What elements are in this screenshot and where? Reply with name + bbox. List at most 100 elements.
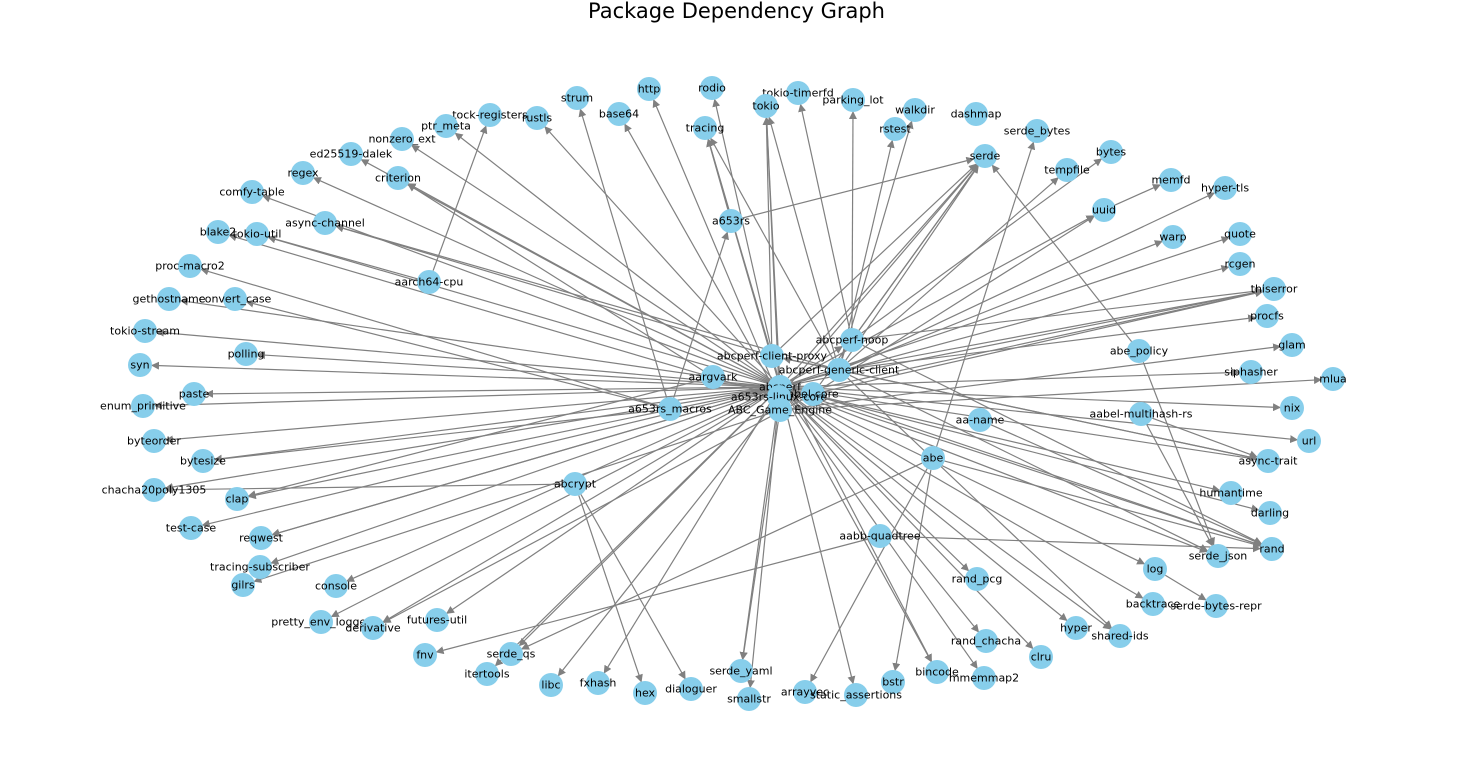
node-rand_chacha: rand_chacha: [951, 629, 1021, 653]
node-label: aabel-multihash-rs: [1089, 408, 1192, 421]
node-label: aargvark: [689, 371, 739, 384]
node-circle: [1127, 339, 1151, 363]
node-tokio-stream: tokio-stream: [110, 319, 180, 343]
node-serde_json: serde_json: [1189, 544, 1247, 568]
node-label: hyper-tls: [1201, 182, 1249, 195]
edge-aarch64-cpu-to-tock-registers: [432, 125, 488, 271]
node-circle: [1141, 592, 1165, 616]
node-circle: [1025, 119, 1049, 143]
node-log: log: [1143, 557, 1167, 581]
node-circle: [972, 666, 996, 690]
node-circle: [637, 77, 661, 101]
node-paste: paste: [179, 382, 209, 406]
node-label: dashmap: [951, 108, 1002, 121]
node-async-trait: async-trait: [1239, 449, 1298, 473]
node-circle: [754, 94, 778, 118]
node-label: ed25519-dalek: [310, 148, 393, 161]
edge-abcperf-to-thiserror: [791, 288, 1264, 386]
node-reqwest: reqwest: [239, 526, 284, 550]
node-siphasher: siphasher: [1224, 360, 1278, 384]
node-label: serde-bytes-repr: [1170, 600, 1262, 613]
node-circle: [1129, 402, 1153, 426]
node-circle: [1206, 544, 1230, 568]
node-label: rodio: [698, 82, 726, 95]
edge-abcperf-generic-client-to-abcperf-client-proxy: [782, 355, 828, 369]
node-circle: [245, 222, 269, 246]
node-circle: [390, 127, 414, 151]
node-label: strum: [561, 92, 593, 105]
node-circle: [1280, 396, 1304, 420]
node-circle: [179, 516, 203, 540]
node-label: walkdir: [895, 104, 935, 117]
edge-aabb-quadtree-to-rand: [891, 535, 1261, 553]
edge-ABC_Game_Engine-to-gilrs: [253, 413, 769, 583]
node-smallstr: smallstr: [727, 687, 771, 711]
node-label: pretty_env_logger: [271, 616, 371, 629]
node-abe_policy: abe_policy: [1110, 339, 1169, 363]
node-circle: [128, 353, 152, 377]
node-circle: [607, 102, 631, 126]
node-label: proc-macro2: [155, 260, 225, 273]
node-circle: [157, 287, 181, 311]
edge-abe-to-rand: [944, 460, 1262, 548]
edge-abel-core-to-uuid: [822, 215, 1095, 389]
node-serde: serde: [970, 144, 1001, 168]
edge-abcperf-to-rand_chacha: [787, 395, 980, 633]
node-circle: [1262, 277, 1286, 301]
node-label: abe: [923, 452, 944, 465]
edge-abcperf-to-serde: [787, 164, 978, 379]
node-clru: clru: [1029, 645, 1053, 669]
node-circle: [240, 180, 264, 204]
node-circle: [413, 643, 437, 667]
node-procfs: procfs: [1250, 304, 1284, 328]
edge-abcperf-to-backtrace: [790, 392, 1144, 599]
node-circle: [133, 319, 157, 343]
edge-abcperf-to-syn: [151, 361, 769, 388]
node-label: regex: [287, 167, 319, 180]
node-circle: [1204, 594, 1228, 618]
node-circle: [223, 287, 247, 311]
node-humantime: humantime: [1199, 481, 1263, 505]
node-rustls: rustls: [522, 106, 552, 130]
node-circle: [478, 103, 502, 127]
node-label: thiserror: [1251, 283, 1298, 296]
node-circle: [313, 211, 337, 235]
edge-abe-to-serde_bytes: [936, 141, 1036, 447]
node-label: futures-util: [407, 614, 467, 627]
node-circle: [1029, 645, 1053, 669]
node-label: serde: [970, 150, 1001, 163]
edge-abcperf-to-uuid: [790, 215, 1095, 382]
node-label: shared-ids: [1091, 630, 1148, 643]
node-console: console: [315, 574, 357, 598]
edge-abcperf-to-byteorder: [165, 387, 769, 444]
node-label: ABC_Game_Engine: [728, 404, 832, 417]
node-label: static_assertions: [810, 689, 902, 702]
node-criterion: criterion: [375, 166, 421, 190]
node-backtrace: backtrace: [1126, 592, 1180, 616]
node-circle: [234, 342, 258, 366]
node-syn: syn: [128, 353, 152, 377]
node-convert_case: convert_case: [199, 287, 272, 311]
node-fxhash: fxhash: [580, 671, 616, 695]
edge-abcperf-to-reqwest: [271, 389, 769, 537]
node-rstest: rstest: [879, 117, 911, 141]
edge-a653rs-linux-core-to-http: [652, 99, 775, 387]
node-circle: [827, 358, 851, 382]
edge-abcperf-to-async-trait: [791, 388, 1258, 463]
edge-abcperf-to-polling: [257, 351, 769, 387]
edge-abcperf-to-hyper: [788, 394, 1068, 622]
edge-abcperf-to-static_assertions: [782, 398, 856, 685]
node-test-case: test-case: [166, 516, 216, 540]
edge-abcperf-to-abcperf-noop: [789, 346, 843, 381]
graph-title: Package Dependency Graph: [588, 0, 885, 23]
node-hyper: hyper: [1060, 616, 1092, 640]
node-rcgen: rcgen: [1224, 252, 1256, 276]
edge-abcrypt-to-dialoguer: [580, 494, 686, 680]
edge-ABC_Game_Engine-to-serde_yaml: [739, 421, 779, 661]
node-circle: [324, 574, 348, 598]
node-arrayvec: arrayvec: [781, 680, 829, 704]
edge-abcperf-client-proxy-to-tracing: [706, 138, 770, 345]
node-label: tokio: [752, 100, 779, 113]
node-circle: [1260, 537, 1284, 561]
